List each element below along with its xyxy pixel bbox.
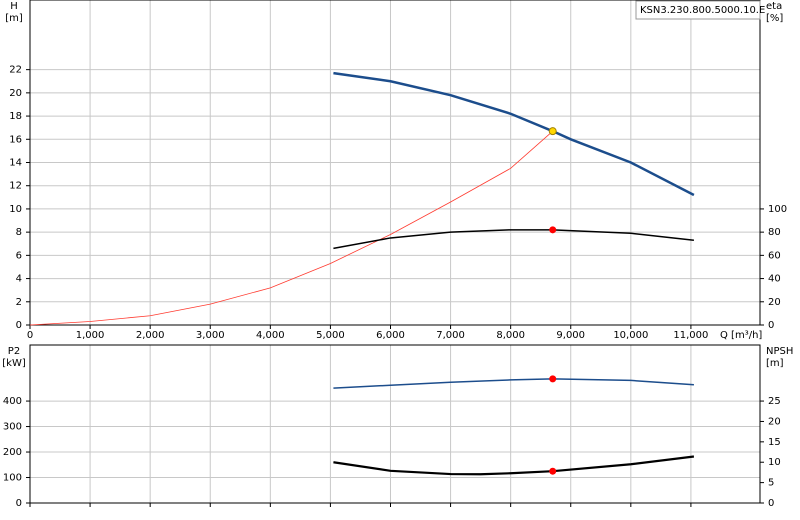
x-tick-label: 6,000 (376, 330, 405, 341)
x-tick-label: 1,000 (76, 330, 105, 341)
curve (333, 229, 694, 250)
y2-tick-label: 20 (768, 416, 781, 427)
x-tick-label: 10,000 (613, 330, 648, 341)
y-tick-label: 14 (9, 158, 22, 169)
y-tick-label: 2 (16, 297, 22, 308)
y2-tick-label: 20 (768, 297, 781, 308)
y2-axis-label: eta (766, 1, 782, 12)
y2-tick-label: 5 (768, 478, 774, 489)
plot-frame (29, 344, 761, 504)
operating-point (549, 226, 557, 234)
curve (333, 455, 695, 476)
y-axis-unit: [kW] (2, 358, 26, 369)
y-tick-label: 4 (16, 274, 22, 285)
x-label-bg (716, 327, 760, 341)
y-tick-label: 22 (9, 65, 22, 76)
x-tick-label: 2,000 (136, 330, 165, 341)
y2-tick-label: 0 (768, 498, 774, 509)
y2-tick-label: 10 (768, 457, 781, 468)
y-axis-label: H (10, 1, 18, 12)
curve (29, 130, 553, 326)
x-tick-label: 5,000 (316, 330, 345, 341)
curve (333, 378, 694, 389)
y-axis-unit: [m] (5, 13, 23, 24)
y2-axis-unit: [m] (766, 358, 784, 369)
x-tick-label: 9,000 (556, 330, 585, 341)
y2-tick-label: 25 (768, 396, 781, 407)
y-tick-label: 12 (9, 181, 22, 192)
y-tick-label: 20 (9, 88, 22, 99)
operating-point (548, 127, 557, 136)
y-tick-label: 10 (9, 204, 22, 215)
y-tick-label: 200 (3, 447, 22, 458)
x-axis-label: Q [m³/h] (720, 330, 762, 341)
y-axis-label: P2 (8, 346, 20, 357)
y-tick-label: 18 (9, 111, 22, 122)
x-tick-label: 11,000 (673, 330, 708, 341)
y-tick-label: 0 (16, 320, 22, 331)
y2-axis-unit: [%] (766, 13, 783, 24)
x-tick-label: 7,000 (436, 330, 465, 341)
y2-tick-label: 60 (768, 250, 781, 261)
annotation-box (635, 0, 761, 20)
y-tick-label: 100 (3, 473, 22, 484)
y-tick-label: 16 (9, 134, 22, 145)
y-tick-label: 400 (3, 396, 22, 407)
plot-frame (29, 0, 761, 326)
x-tick-label: 4,000 (256, 330, 285, 341)
y-tick-label: 6 (16, 250, 22, 261)
y2-tick-label: 80 (768, 227, 781, 238)
y2-tick-label: 40 (768, 274, 781, 285)
y-tick-label: 8 (16, 227, 22, 238)
y2-axis-label: NPSH (766, 346, 793, 357)
y-tick-label: 0 (16, 498, 22, 509)
x-tick-label: 3,000 (196, 330, 225, 341)
plot-area (30, 345, 760, 503)
curve (333, 71, 695, 197)
y2-tick-label: 0 (768, 320, 774, 331)
y2-tick-label: 100 (768, 204, 787, 215)
operating-point (549, 375, 557, 383)
annotation: KSN3.230.800.5000.10.E (640, 5, 765, 16)
operating-point (549, 467, 557, 475)
y2-tick-label: 15 (768, 437, 781, 448)
x-tick-label: 8,000 (496, 330, 525, 341)
y-tick-label: 300 (3, 422, 22, 433)
x-tick-label: 0 (27, 330, 33, 341)
